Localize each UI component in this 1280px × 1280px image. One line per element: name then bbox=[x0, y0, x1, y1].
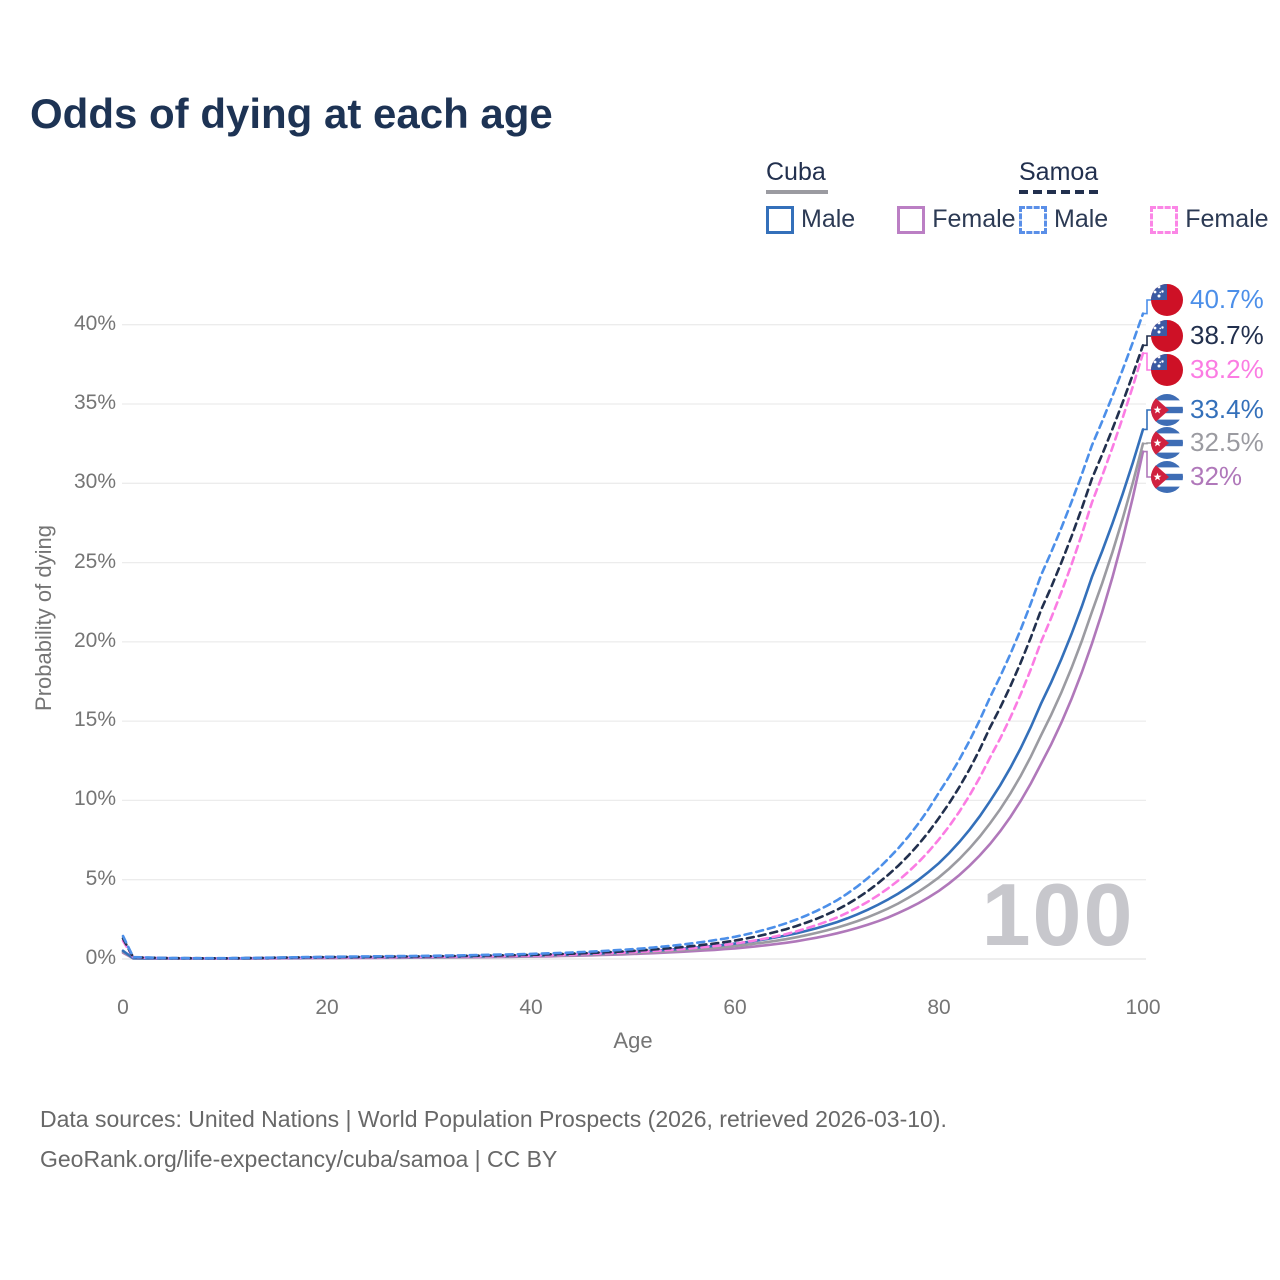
cuba-flag-icon bbox=[1151, 394, 1183, 426]
label-connector-cuba-female bbox=[1144, 450, 1151, 478]
cuba-flag-icon bbox=[1151, 461, 1183, 493]
curve-samoa-male bbox=[121, 312, 1145, 960]
samoa-flag-icon bbox=[1151, 354, 1183, 386]
end-label-samoa-both-sexes: 38.7% bbox=[1190, 320, 1264, 350]
y-tick-label-20pct: 20% bbox=[73, 628, 116, 652]
legend-item-samoa-female[interactable]: Female bbox=[1150, 205, 1269, 234]
label-connector-cuba-both-sexes bbox=[1144, 442, 1151, 445]
y-tick-label-30pct: 30% bbox=[73, 470, 116, 494]
samoa-flag-icon bbox=[1151, 320, 1183, 352]
label-connector-samoa-female bbox=[1144, 352, 1151, 371]
samoa-flag-icon bbox=[1151, 284, 1183, 316]
y-tick-label-35pct: 35% bbox=[73, 391, 116, 414]
legend-item-samoa-male[interactable]: Male bbox=[1019, 205, 1108, 234]
legend-swatch-samoa-male bbox=[1019, 205, 1047, 234]
cuba-flag-icon bbox=[1151, 427, 1183, 459]
end-label-samoa-male: 40.7% bbox=[1190, 284, 1264, 314]
y-tick-label-25pct: 25% bbox=[73, 549, 116, 573]
end-label-cuba-female: 32% bbox=[1190, 461, 1243, 491]
legend-swatch-cuba-male bbox=[766, 205, 794, 234]
data-source-line: Data sources: United Nations | World Pop… bbox=[40, 1106, 947, 1132]
end-label-cuba-male: 33.4% bbox=[1190, 394, 1264, 424]
legend-country-samoa: Samoa bbox=[1019, 158, 1099, 186]
legend-item-cuba-female[interactable]: Female bbox=[897, 205, 1016, 234]
label-connector-samoa-male bbox=[1144, 299, 1151, 315]
x-tick-label-20: 20 bbox=[315, 996, 339, 1019]
y-tick-label-40pct: 40% bbox=[73, 311, 116, 335]
legend-item-label: Male bbox=[801, 205, 856, 233]
legend-items-row: Male Female bbox=[766, 205, 1016, 234]
x-tick-label-60: 60 bbox=[723, 996, 747, 1019]
x-axis-title: Age bbox=[613, 1028, 653, 1053]
y-tick-label-0pct: 0% bbox=[85, 946, 116, 969]
label-connector-samoa-both-sexes bbox=[1144, 335, 1151, 347]
attribution-line: GeoRank.org/life-expectancy/cuba/samoa |… bbox=[40, 1146, 558, 1172]
legend-item-cuba-male[interactable]: Male bbox=[766, 205, 855, 234]
legend-linestyle-dashed bbox=[1019, 190, 1101, 194]
x-tick-label-0: 0 bbox=[117, 996, 129, 1019]
legend-item-label: Male bbox=[1054, 205, 1109, 233]
legend-group-samoa: Samoa Male Female bbox=[1019, 158, 1269, 234]
legend-linestyle-solid bbox=[766, 190, 828, 194]
legend-item-label: Female bbox=[1185, 205, 1269, 233]
x-tick-label-100: 100 bbox=[1125, 996, 1161, 1019]
y-tick-label-5pct: 5% bbox=[85, 866, 116, 890]
x-tick-label-40: 40 bbox=[519, 996, 543, 1019]
legend-swatch-samoa-female bbox=[1150, 205, 1179, 234]
y-tick-label-15pct: 15% bbox=[73, 708, 116, 732]
legend-item-label: Female bbox=[932, 205, 1016, 233]
legend-country-cuba: Cuba bbox=[766, 158, 826, 186]
age-counter-watermark: 100 bbox=[981, 865, 1135, 964]
y-tick-label-10pct: 10% bbox=[73, 787, 116, 811]
x-tick-label-80: 80 bbox=[927, 996, 951, 1019]
page-title: Odds of dying at each age bbox=[30, 90, 553, 137]
legend-group-cuba: Cuba Male Female bbox=[766, 158, 1016, 234]
legend-items-row: Male Female bbox=[1019, 205, 1269, 234]
legend-swatch-cuba-female bbox=[897, 205, 926, 234]
y-axis-title: Probability of dying bbox=[31, 525, 56, 711]
end-label-cuba-both-sexes: 32.5% bbox=[1190, 427, 1264, 457]
label-connector-cuba-male bbox=[1144, 409, 1151, 431]
end-label-samoa-female: 38.2% bbox=[1190, 354, 1264, 384]
